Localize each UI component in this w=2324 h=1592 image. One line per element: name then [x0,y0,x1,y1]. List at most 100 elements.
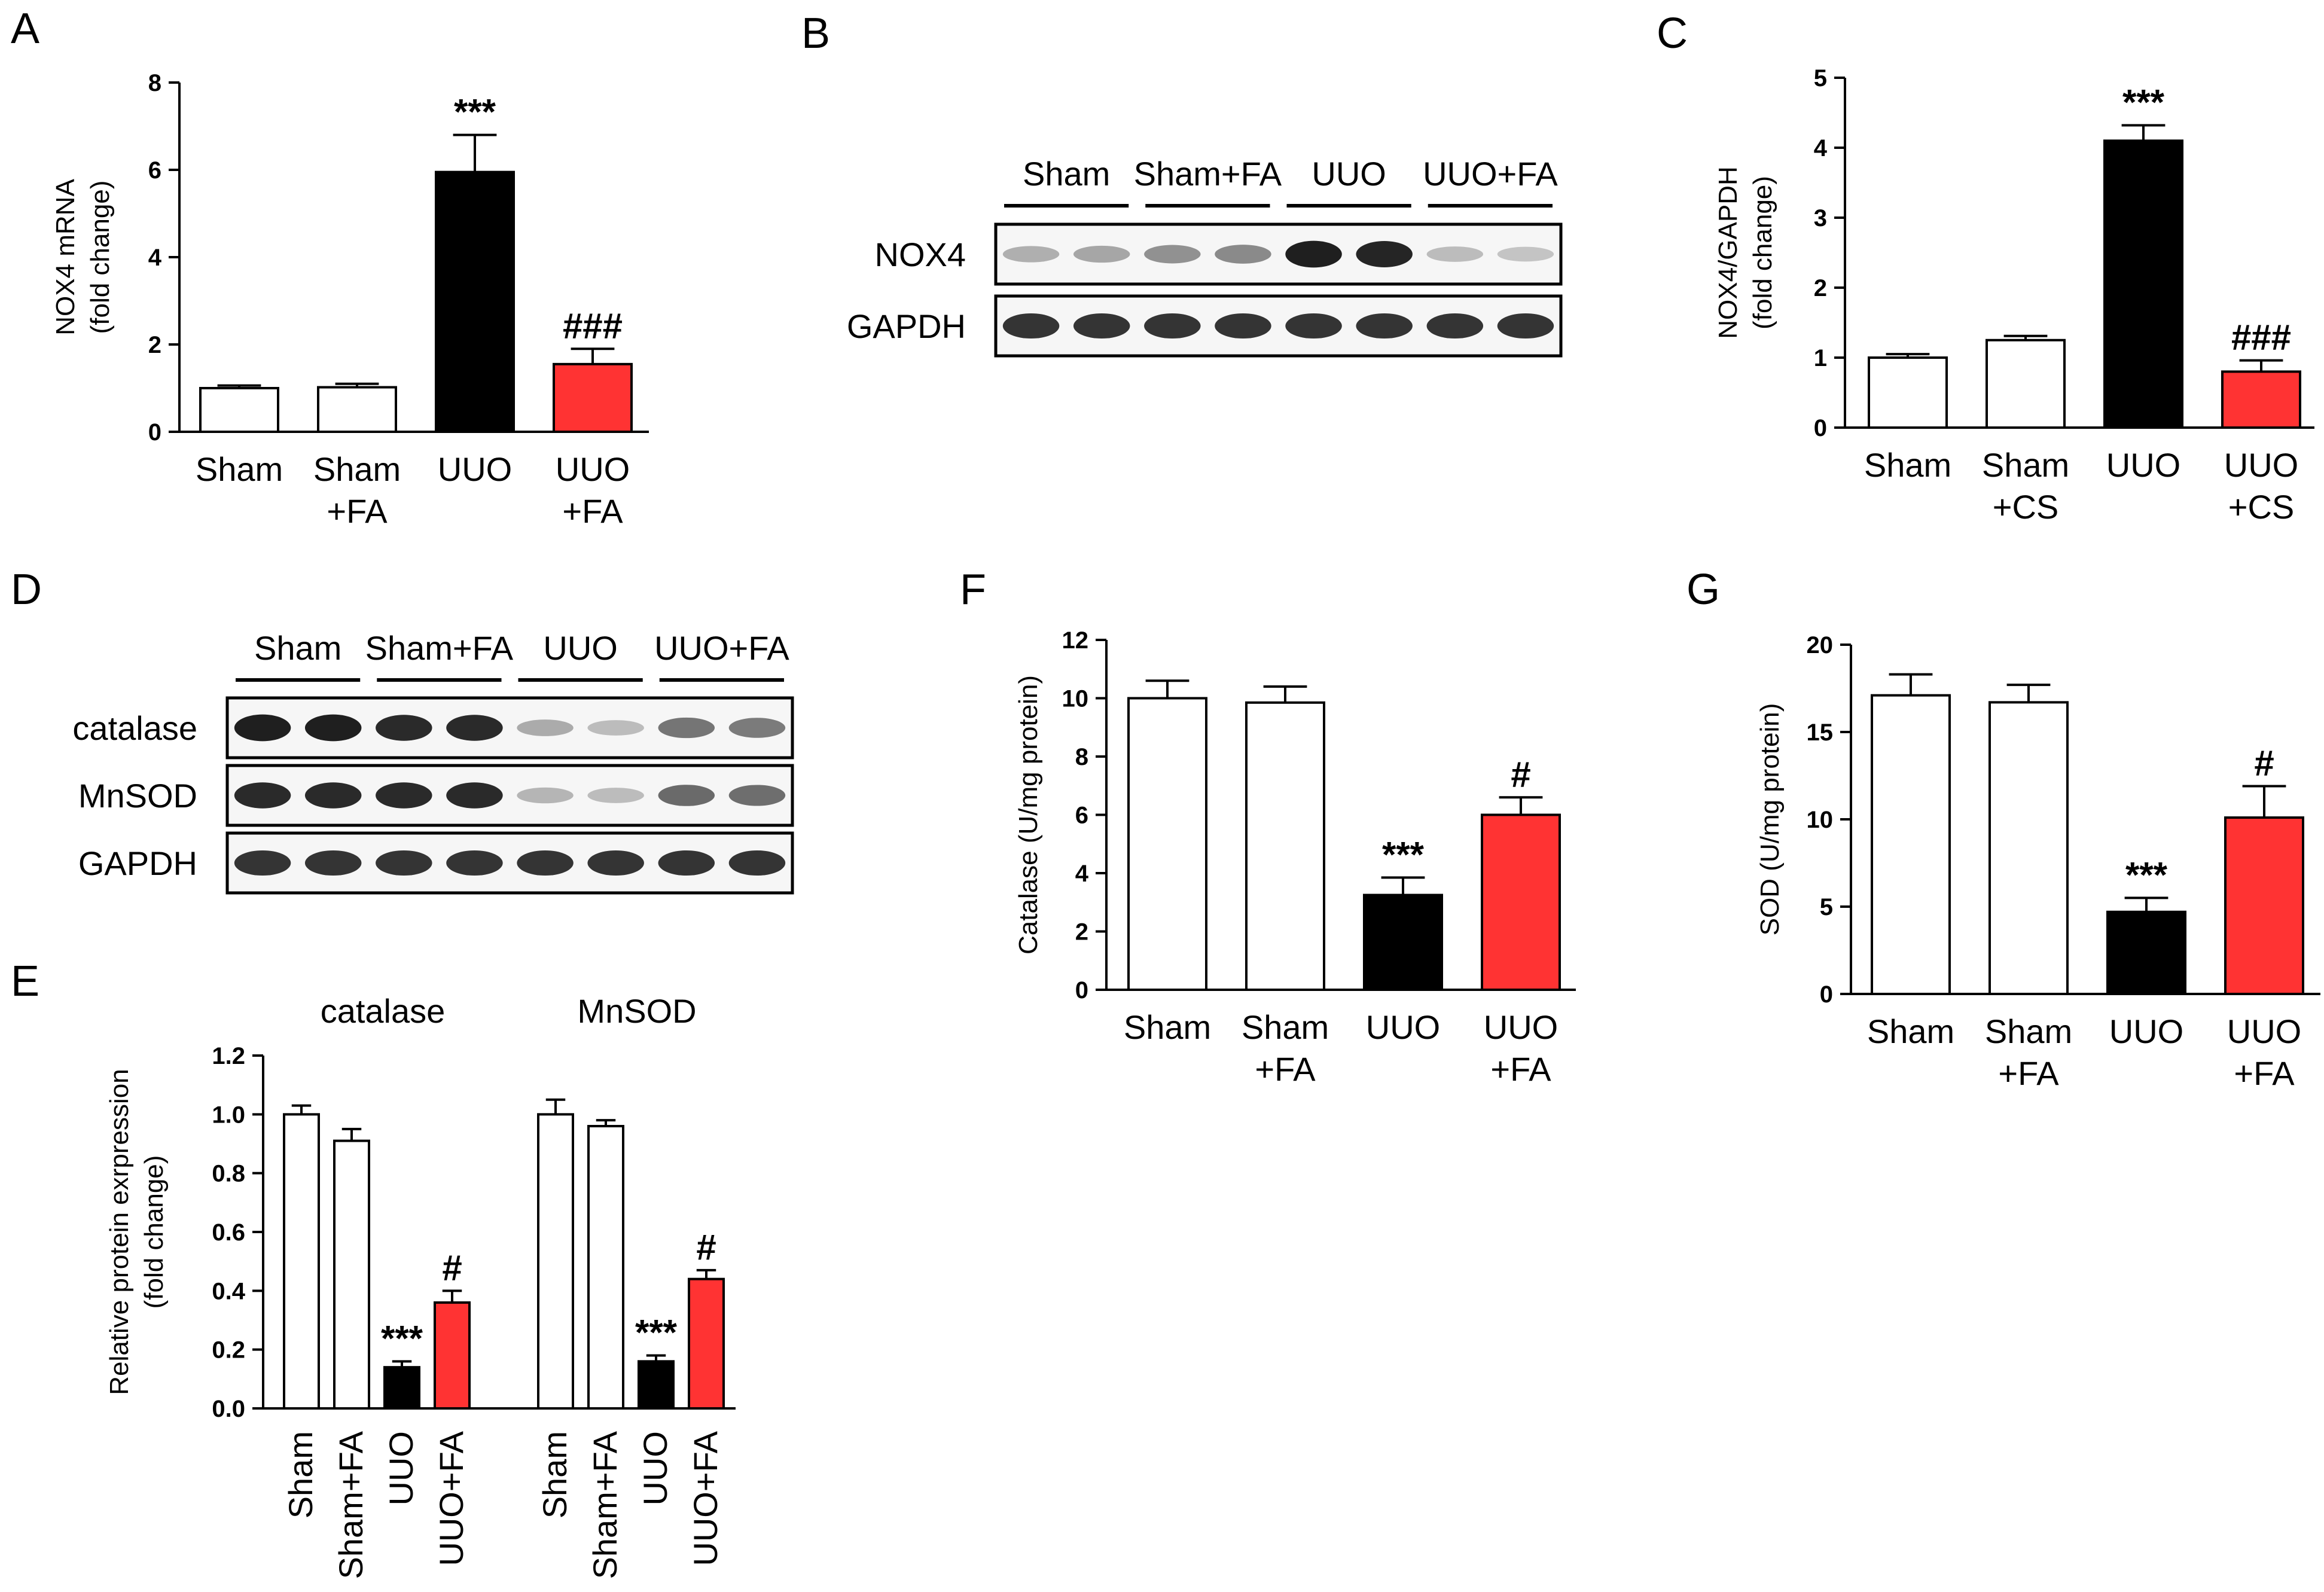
category-label: UUO [636,1431,674,1505]
blot-band [517,719,574,736]
blot-band [304,850,362,876]
bar [1481,813,1561,991]
category-label: Sham [1864,446,1951,484]
category-label: Sham [1124,1008,1211,1046]
blot-band [587,850,644,876]
panel-B: B Sham Sham+FA UUO UUO+FA NOX4 GAPDH [801,10,1563,358]
y-tick-label: 4 [1075,861,1089,887]
category-label: UUO [556,450,630,488]
category-label: Sham [1982,446,2069,484]
bar [587,1125,624,1410]
y-tick-label: 8 [148,70,161,96]
blot-band [446,850,503,876]
y-tick-label: 0 [1075,977,1088,1004]
category-label: Sham+FA [332,1431,370,1579]
bar [1127,697,1207,991]
lane-group-label: UUO+FA [1423,155,1558,193]
y-tick-label: 1 [1814,345,1827,371]
category-label: +CS [1993,488,2059,526]
blot-band [304,782,362,809]
blot-band [1215,245,1271,264]
y-tick-label: 4 [148,245,162,271]
panel-label-E: E [11,957,39,1005]
lane-group-label: UUO+FA [654,629,789,667]
category-label: UUO [1484,1008,1558,1046]
y-tick-label: 20 [1807,632,1834,658]
lane-group-label: UUO [1312,155,1386,193]
blot-band [1073,245,1130,263]
blot-band [1426,313,1484,339]
blot-band [658,785,715,806]
y-axis-label-line: NOX4/GAPDH [1713,166,1743,339]
y-axis-label-line: NOX4 mRNA [51,179,80,336]
panel-F: F 0 2 4 6 8 10 12 Catalase (U/mg protein) Sham Sha… [960,566,1576,1088]
category-label: UUO+FA [432,1431,470,1566]
blot-band [1285,313,1342,339]
category-label: UUO [2227,1012,2301,1050]
y-tick-label: 0 [1814,415,1827,441]
blot-row-label: MnSOD [78,777,197,815]
blot-band [1285,240,1342,268]
y-tick-label: 2 [1075,919,1088,946]
y-tick-label: 5 [1820,894,1833,920]
category-label: UUO [2109,1012,2183,1050]
panel-label-B: B [801,10,830,57]
bar [1363,893,1443,991]
category-label: +FA [1490,1050,1551,1088]
bar [537,1113,574,1410]
lane-group-label: UUO [543,629,617,667]
blot-band [728,850,786,876]
y-tick-label: 0.0 [212,1396,245,1422]
y-tick-label: 6 [1075,803,1088,829]
blot-band [376,782,432,809]
bar [688,1277,725,1410]
bar [435,170,515,433]
blot-row-label: GAPDH [847,307,966,345]
significance-label: *** [1382,834,1425,874]
y-tick-label: 1.2 [212,1043,245,1069]
y-axis-label-line: SOD (U/mg protein) [1755,703,1785,936]
bar [1988,701,2069,995]
category-label: UUO+FA [687,1431,724,1566]
blot-band [587,788,644,803]
y-axis-label: SOD (U/mg protein) [1755,703,1785,936]
panel-E: E 0.0 0.2 0.4 0.6 0.8 1.0 1.2 Relative protein e… [11,957,736,1579]
significance-label: *** [454,92,496,132]
bar [553,362,633,433]
significance-label: # [442,1248,462,1288]
significance-label: *** [381,1318,423,1358]
category-label: UUO [2224,446,2298,484]
category-label: +FA [562,492,623,530]
panel-G: G 0 5 10 15 20 SOD (U/mg protein) Sham Sham +FA **… [1686,566,2320,1092]
blot-band [304,714,362,742]
y-axis-label: NOX4 mRNA (fold change) [51,179,115,336]
y-tick-label: 0.8 [212,1161,245,1187]
significance-label: # [696,1227,716,1267]
category-label: UUO [1366,1008,1440,1046]
significance-label: # [2254,743,2274,783]
blot-band [658,717,715,739]
lane-group-label: Sham [1023,155,1110,193]
y-tick-label: 6 [148,157,161,184]
y-tick-label: 8 [1075,744,1088,770]
category-label: Sham+FA [586,1431,624,1579]
panel-label-G: G [1686,566,1720,614]
y-tick-label: 15 [1807,719,1834,746]
blot-band [587,720,644,736]
significance-label: ### [2231,318,2291,358]
bar [1245,701,1325,991]
blot-band [1002,246,1060,263]
group-title: MnSOD [577,992,696,1030]
blot-band [1144,245,1201,264]
y-tick-label: 12 [1062,627,1089,654]
blot-band [1356,313,1413,339]
blot-band [517,850,574,876]
blot-band [658,850,715,876]
y-tick-label: 10 [1062,686,1089,712]
y-tick-label: 10 [1807,807,1834,833]
blot-band [1497,313,1554,339]
bar [1868,356,1948,429]
blot-band [234,714,291,742]
bar [2103,139,2183,429]
